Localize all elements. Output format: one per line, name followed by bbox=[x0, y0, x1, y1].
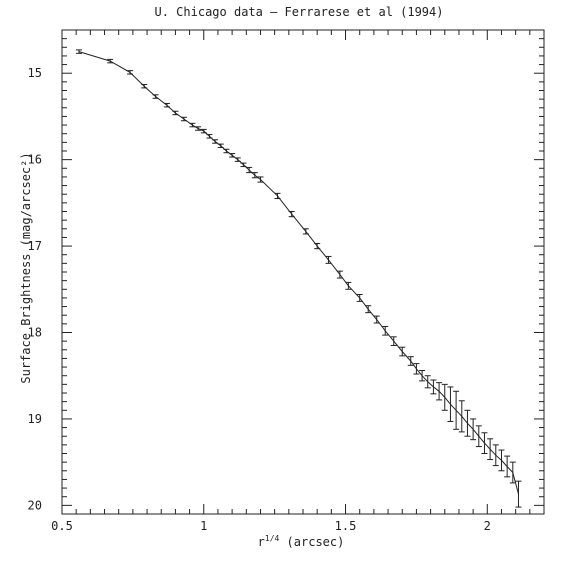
error-bar bbox=[475, 425, 482, 448]
y-tick-label: 19 bbox=[28, 412, 42, 426]
error-bar bbox=[189, 122, 196, 128]
error-bar bbox=[453, 390, 460, 430]
error-bar bbox=[498, 449, 505, 472]
error-bar bbox=[325, 255, 332, 264]
plot-frame bbox=[61, 29, 545, 515]
error-bar bbox=[107, 58, 114, 64]
error-bar bbox=[487, 438, 494, 461]
error-bar bbox=[212, 139, 219, 144]
error-bar bbox=[206, 134, 213, 139]
x-axis-title: r1/4 (arcsec) bbox=[258, 534, 345, 549]
error-bar bbox=[200, 128, 207, 134]
error-bar bbox=[314, 242, 321, 250]
error-bar bbox=[373, 315, 380, 324]
error-bar bbox=[447, 386, 454, 423]
error-bar bbox=[424, 375, 431, 389]
error-bar bbox=[223, 148, 230, 154]
error-bar bbox=[251, 172, 258, 179]
y-tick-label: 20 bbox=[28, 498, 42, 512]
error-bar bbox=[382, 325, 389, 336]
x-tick-label: 2 bbox=[484, 519, 491, 533]
error-bar bbox=[470, 418, 477, 441]
error-bar bbox=[356, 293, 363, 302]
error-bar bbox=[180, 116, 187, 122]
chart-title: U. Chicago data – Ferrarese et al (1994) bbox=[155, 5, 444, 19]
error-bar bbox=[302, 228, 309, 235]
x-tick-label: 1 bbox=[200, 519, 207, 533]
error-bar bbox=[430, 379, 437, 395]
error-bar bbox=[390, 336, 397, 346]
error-bar bbox=[515, 480, 522, 508]
error-bar bbox=[464, 409, 471, 437]
error-bar bbox=[441, 383, 448, 411]
error-bar bbox=[127, 70, 134, 75]
error-bar bbox=[504, 455, 511, 478]
error-bar bbox=[217, 143, 224, 149]
error-bar bbox=[481, 432, 488, 454]
error-bar bbox=[288, 211, 295, 218]
x-tick-label: 1.5 bbox=[335, 519, 357, 533]
y-tick-label: 18 bbox=[28, 326, 42, 340]
error-bar bbox=[229, 153, 236, 158]
error-bar bbox=[399, 346, 406, 357]
x-axis-title-unit: (arcsec) bbox=[279, 535, 344, 549]
y-tick-label: 15 bbox=[28, 66, 42, 80]
data-series bbox=[76, 49, 522, 508]
error-bar bbox=[76, 49, 83, 54]
error-bar bbox=[413, 363, 420, 375]
x-axis-title-base: r bbox=[258, 535, 265, 549]
error-bar bbox=[365, 305, 372, 314]
y-axis-title: Surface Brightness (mag/arcsec²) bbox=[19, 152, 33, 383]
error-bar bbox=[163, 102, 170, 108]
error-bar bbox=[492, 444, 499, 467]
error-bar bbox=[172, 110, 179, 116]
x-axis-title-superscript: 1/4 bbox=[265, 534, 280, 543]
y-tick-label: 17 bbox=[28, 239, 42, 253]
error-bar bbox=[141, 83, 148, 89]
error-bar bbox=[195, 126, 202, 131]
axes: 0.5 1 1.5 2 15 16 17 18 19 20 bbox=[28, 29, 545, 533]
error-bar bbox=[152, 94, 159, 99]
error-bar bbox=[345, 281, 352, 290]
error-bar bbox=[257, 176, 264, 183]
y-tick-label: 16 bbox=[28, 153, 42, 167]
error-bar bbox=[419, 370, 426, 382]
error-bar bbox=[458, 400, 465, 433]
error-bar bbox=[274, 192, 281, 200]
error-bar bbox=[240, 162, 247, 168]
error-bar bbox=[436, 382, 443, 401]
error-bar bbox=[407, 356, 414, 366]
profile-line bbox=[78, 51, 519, 495]
error-bar bbox=[246, 166, 253, 174]
error-bar bbox=[234, 157, 241, 162]
error-bar bbox=[509, 461, 516, 484]
x-tick-label: 0.5 bbox=[51, 519, 73, 533]
error-bar bbox=[336, 270, 343, 279]
